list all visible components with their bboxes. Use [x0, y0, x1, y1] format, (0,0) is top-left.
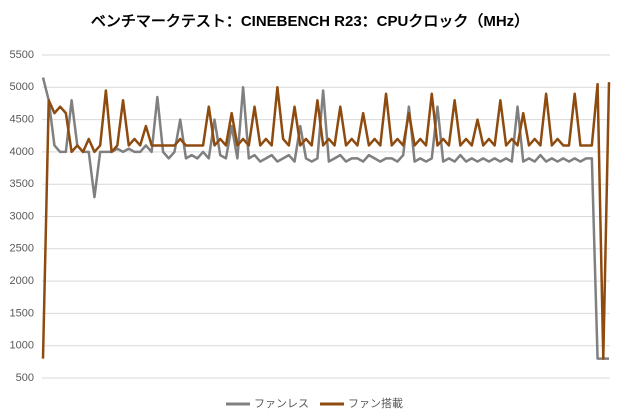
y-tick-label: 4500	[10, 114, 34, 126]
legend-label: ファンレス	[254, 398, 309, 410]
y-tick-label: 1000	[10, 340, 34, 352]
series-line	[41, 77, 609, 360]
y-tick-label: 2500	[10, 243, 34, 255]
y-tick-label: 1500	[10, 307, 34, 319]
y-tick-label: 500	[16, 372, 34, 384]
y-tick-label: 5500	[10, 49, 34, 61]
y-tick-label: 3000	[10, 210, 34, 222]
chart-title: ベンチマークテスト：CINEBENCH R23：CPUクロック（MHz）	[91, 12, 529, 30]
series-line	[41, 82, 611, 360]
legend-label: ファン搭載	[348, 397, 403, 410]
y-tick-label: 5000	[10, 81, 34, 93]
y-tick-label: 3500	[10, 178, 34, 190]
y-tick-label: 2000	[10, 275, 34, 287]
y-tick-label: 4000	[10, 146, 34, 158]
